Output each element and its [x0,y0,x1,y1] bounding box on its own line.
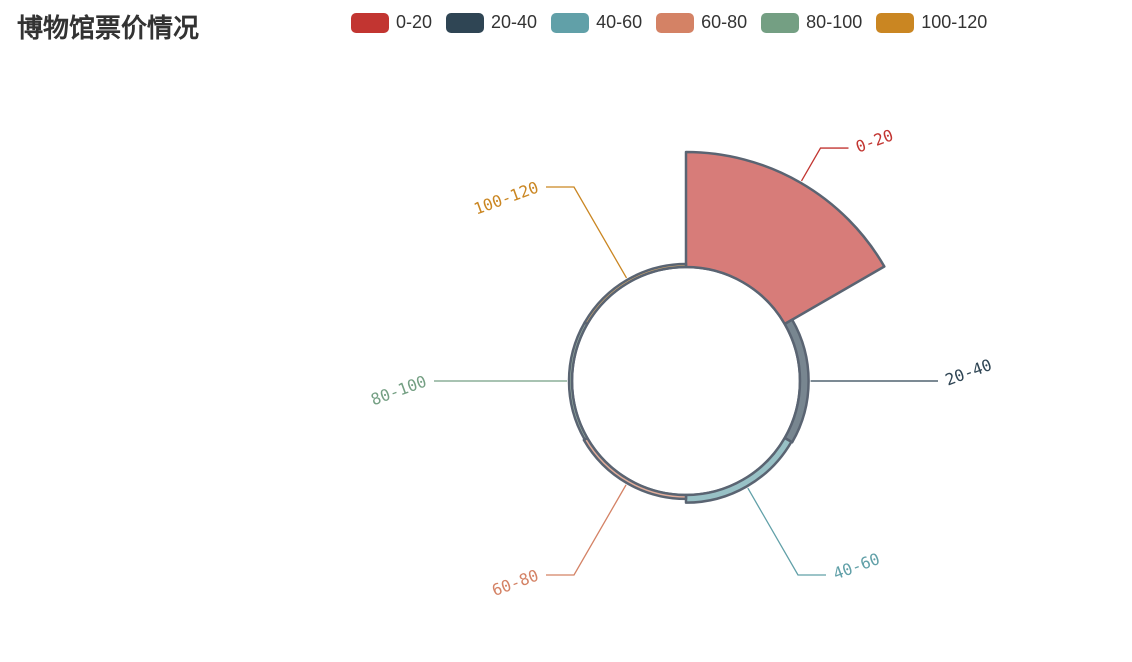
legend-swatch [876,12,915,33]
legend-label: 60-80 [701,12,748,32]
label-line-100-120 [546,186,628,279]
legend-item-60-80[interactable]: 60-80 [656,12,747,33]
legend-swatch [656,12,695,33]
legend-item-100-120[interactable]: 100-120 [876,12,987,33]
rose-slice-0-20[interactable] [684,150,886,326]
slice-label-80-100: 80-100 [368,372,429,410]
chart-title: 博物馆票价情况 [17,14,200,44]
legend-item-0-20[interactable]: 0-20 [351,12,432,33]
label-line-60-80 [546,484,627,576]
legend-item-80-100[interactable]: 80-100 [761,12,862,33]
slice-label-0-20: 0-20 [853,125,896,156]
legend-swatch [446,12,485,33]
legend-swatch [351,12,389,33]
legend-label: 100-120 [921,12,988,32]
label-line-0-20 [800,147,849,182]
legend-label: 0-20 [396,12,433,32]
legend-swatch [761,12,800,33]
label-line-40-60 [747,487,826,576]
slice-label-20-40: 20-40 [943,355,995,389]
legend: 0-20 20-40 40-60 60-80 80-100 100-120 [351,12,1001,33]
legend-item-20-40[interactable]: 20-40 [446,12,537,33]
slice-label-60-80: 60-80 [489,566,541,600]
legend-label: 40-60 [596,12,643,32]
legend-label: 80-100 [806,12,863,32]
slice-label-40-60: 40-60 [831,549,883,583]
slice-label-100-120: 100-120 [471,178,541,219]
legend-label: 20-40 [491,12,538,32]
rose-slice-100-120[interactable] [583,262,688,326]
legend-item-40-60[interactable]: 40-60 [551,12,642,33]
rose-slice-40-60[interactable] [684,436,793,504]
legend-swatch [551,12,590,33]
